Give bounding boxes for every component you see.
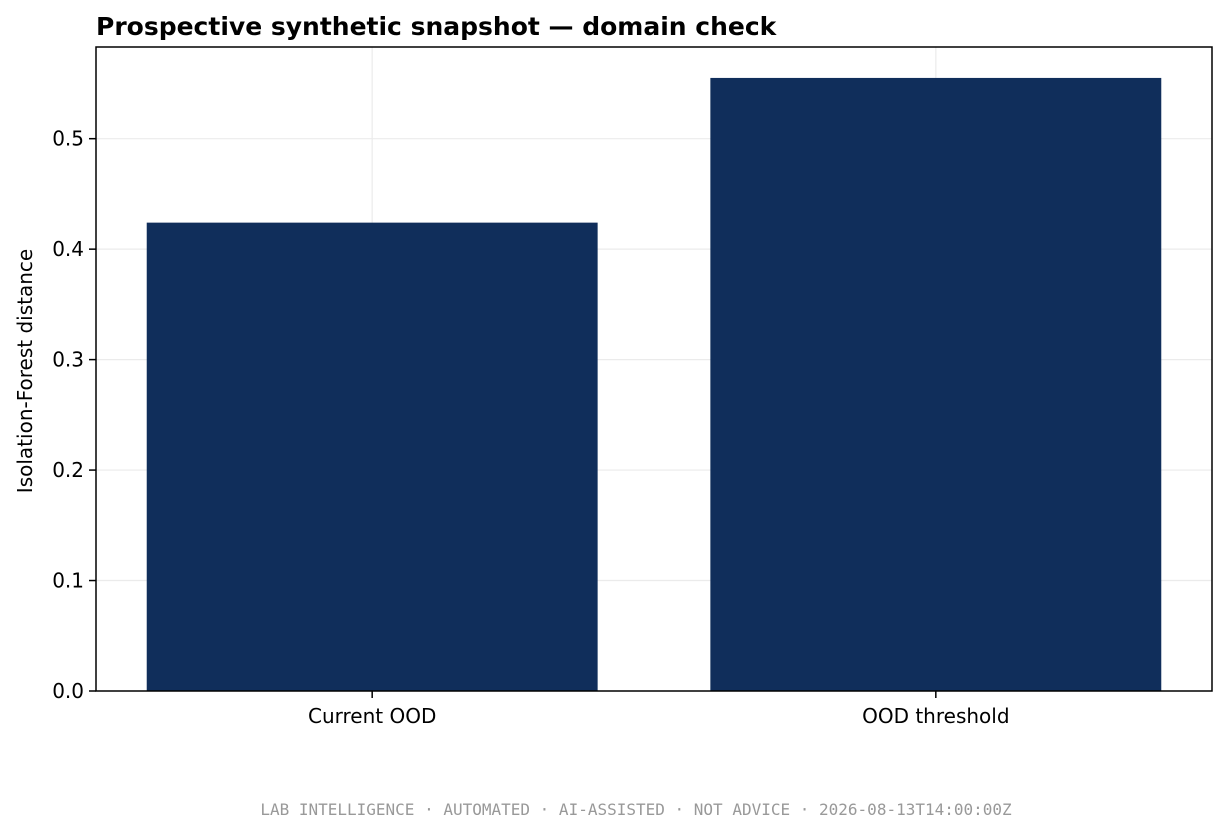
y-tick-label: 0.4 xyxy=(52,237,84,261)
y-axis-label: Isolation-Forest distance xyxy=(13,249,37,493)
bar-ood-threshold xyxy=(710,77,1162,691)
y-tick-label: 0.1 xyxy=(52,569,84,593)
y-tick-label: 0.3 xyxy=(52,348,84,372)
x-tick-label: OOD threshold xyxy=(862,704,1009,728)
y-tick-label: 0.2 xyxy=(52,458,84,482)
chart-title: Prospective synthetic snapshot — domain … xyxy=(96,12,778,41)
footer-disclaimer: LAB INTELLIGENCE · AUTOMATED · AI-ASSIST… xyxy=(260,800,1012,819)
bar-current-ood xyxy=(146,222,598,692)
x-axis-ticks: Current OOD OOD threshold xyxy=(308,691,1010,728)
x-tick-label: Current OOD xyxy=(308,704,436,728)
plot-frame xyxy=(95,46,1213,692)
bars xyxy=(146,77,1162,692)
y-axis-ticks: 0.0 0.1 0.2 0.3 0.4 0.5 xyxy=(52,127,96,703)
y-tick-label: 0.5 xyxy=(52,127,84,151)
y-tick-label: 0.0 xyxy=(52,679,84,703)
